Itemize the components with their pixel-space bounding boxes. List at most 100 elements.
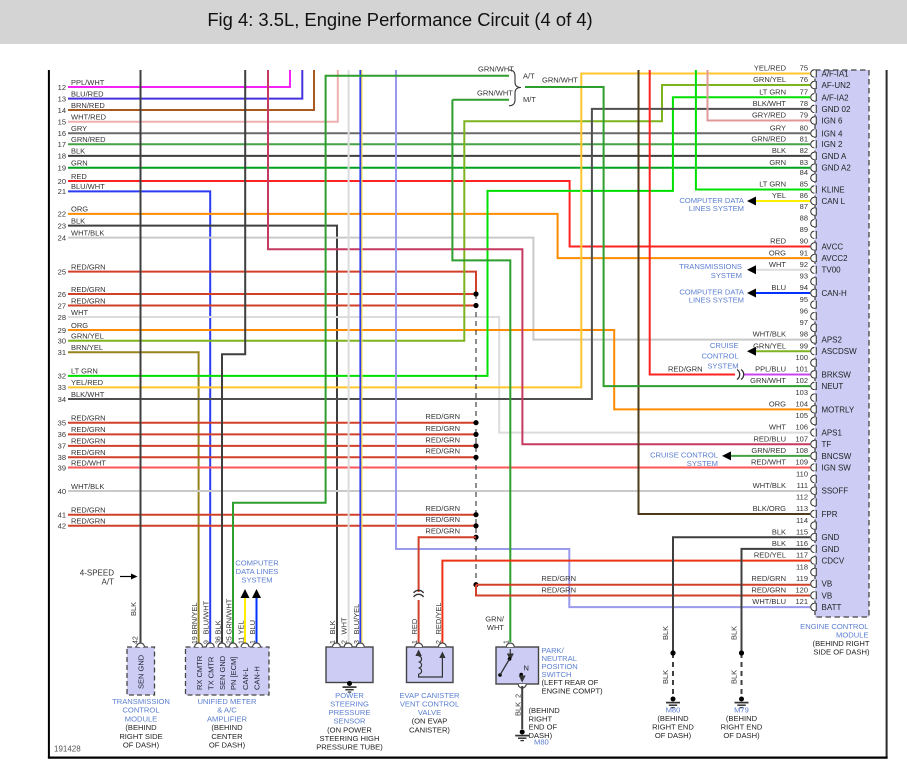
svg-text:4-SPEED: 4-SPEED xyxy=(80,569,114,578)
svg-text:115: 115 xyxy=(796,527,808,536)
svg-text:CRUISE CONTROL: CRUISE CONTROL xyxy=(650,450,718,459)
svg-text:BLK: BLK xyxy=(71,147,85,156)
svg-text:109: 109 xyxy=(795,458,808,467)
svg-text:A/F-IA2: A/F-IA2 xyxy=(822,93,850,102)
svg-text:END OF: END OF xyxy=(529,723,558,732)
svg-text:95: 95 xyxy=(800,295,808,304)
svg-text:GRN/RED: GRN/RED xyxy=(751,134,786,143)
svg-text:MODULE: MODULE xyxy=(125,714,158,723)
svg-text:GRN/YEL: GRN/YEL xyxy=(753,75,786,84)
svg-text:76: 76 xyxy=(800,75,808,84)
svg-text:119: 119 xyxy=(796,574,808,583)
svg-text:BLK: BLK xyxy=(661,670,670,684)
svg-text:WHT/BLK: WHT/BLK xyxy=(753,481,786,490)
svg-text:3: 3 xyxy=(354,640,361,644)
svg-text:108: 108 xyxy=(795,446,808,455)
svg-text:SWITCH: SWITCH xyxy=(542,670,572,679)
svg-text:BLU/YEL: BLU/YEL xyxy=(352,604,361,635)
svg-text:APS1: APS1 xyxy=(822,429,843,438)
svg-text:78: 78 xyxy=(800,99,808,108)
svg-text:COMPUTER DATA: COMPUTER DATA xyxy=(679,196,745,205)
svg-text:25: 25 xyxy=(227,636,234,644)
svg-text:TF: TF xyxy=(822,440,832,449)
svg-text:CANISTER): CANISTER) xyxy=(409,725,450,734)
svg-text:RIGHT SIDE: RIGHT SIDE xyxy=(119,732,162,741)
svg-text:WHT: WHT xyxy=(71,308,88,317)
svg-text:KLINE: KLINE xyxy=(822,186,845,195)
svg-text:RED: RED xyxy=(71,172,87,181)
svg-text:111: 111 xyxy=(797,481,808,490)
svg-text:12: 12 xyxy=(58,83,66,92)
svg-text:CAN-H: CAN-H xyxy=(253,666,262,690)
svg-text:191428: 191428 xyxy=(54,745,81,754)
svg-text:BLK: BLK xyxy=(214,620,223,634)
svg-text:PRESSURE TUBE): PRESSURE TUBE) xyxy=(316,743,383,752)
svg-text:(LEFT REAR OF: (LEFT REAR OF xyxy=(542,678,599,687)
svg-text:BLU/WHT: BLU/WHT xyxy=(202,600,211,634)
svg-text:RED/GRN: RED/GRN xyxy=(425,527,460,536)
svg-text:110: 110 xyxy=(796,469,808,478)
svg-text:BLK: BLK xyxy=(772,146,786,155)
svg-text:EVAP CANISTER: EVAP CANISTER xyxy=(399,691,460,700)
svg-text:102: 102 xyxy=(795,376,808,385)
svg-text:(BEHIND: (BEHIND xyxy=(211,723,243,732)
svg-text:WHT/BLK: WHT/BLK xyxy=(753,330,786,339)
svg-text:RED/GRN: RED/GRN xyxy=(71,296,106,305)
svg-text:101: 101 xyxy=(795,365,808,374)
svg-text:OF DASH): OF DASH) xyxy=(655,731,692,740)
svg-text:RED/GRN: RED/GRN xyxy=(751,574,786,583)
svg-text:30: 30 xyxy=(58,337,66,346)
svg-text:BLK: BLK xyxy=(772,527,786,536)
svg-text:112: 112 xyxy=(796,493,808,502)
svg-text:VALVE: VALVE xyxy=(418,708,441,717)
svg-text:93: 93 xyxy=(800,272,808,281)
svg-text:36: 36 xyxy=(58,430,66,439)
svg-text:(BEHIND: (BEHIND xyxy=(125,723,157,732)
svg-text:CAN L: CAN L xyxy=(822,197,846,206)
svg-text:ORG: ORG xyxy=(71,321,88,330)
svg-text:86: 86 xyxy=(800,191,808,200)
svg-text:TRANSMISSION: TRANSMISSION xyxy=(112,697,170,706)
svg-text:113: 113 xyxy=(796,504,808,513)
svg-text:17: 17 xyxy=(58,140,66,149)
svg-text:RED/WHT: RED/WHT xyxy=(751,458,786,467)
svg-text:SEN GND: SEN GND xyxy=(137,654,146,689)
svg-text:NEUTRAL: NEUTRAL xyxy=(542,654,577,663)
svg-text:9: 9 xyxy=(204,640,211,644)
svg-text:UNIFIED METER: UNIFIED METER xyxy=(197,697,257,706)
svg-text:BRKSW: BRKSW xyxy=(822,370,852,379)
svg-text:BRN/YEL: BRN/YEL xyxy=(190,602,199,634)
svg-text:117: 117 xyxy=(796,551,808,560)
svg-text:RED/GRN: RED/GRN xyxy=(71,437,106,446)
svg-text:STEERING HIGH: STEERING HIGH xyxy=(320,734,380,743)
svg-text:100: 100 xyxy=(795,353,808,362)
svg-text:31: 31 xyxy=(58,348,66,357)
svg-text:IGN 2: IGN 2 xyxy=(822,140,843,149)
svg-text:118: 118 xyxy=(796,562,808,571)
svg-text:SYSTEM: SYSTEM xyxy=(707,362,738,371)
svg-text:VB: VB xyxy=(822,591,833,600)
svg-text:GRN/WHT: GRN/WHT xyxy=(542,76,578,85)
svg-text:WHT: WHT xyxy=(340,617,349,634)
svg-text:A/T: A/T xyxy=(523,72,535,81)
svg-text:41: 41 xyxy=(58,511,66,520)
svg-text:89: 89 xyxy=(800,225,808,234)
svg-text:2: 2 xyxy=(342,640,349,644)
svg-text:POWER: POWER xyxy=(335,691,364,700)
svg-text:2: 2 xyxy=(516,694,523,698)
svg-text:WHT: WHT xyxy=(769,260,786,269)
svg-text:NEUT: NEUT xyxy=(822,382,844,391)
svg-text:GRN: GRN xyxy=(71,159,88,168)
svg-text:STEERING: STEERING xyxy=(330,700,369,709)
svg-text:ORG: ORG xyxy=(769,399,786,408)
svg-text:APS2: APS2 xyxy=(822,335,843,344)
svg-text:CDCV: CDCV xyxy=(822,556,845,565)
svg-text:GRY: GRY xyxy=(770,124,786,133)
svg-text:35: 35 xyxy=(58,419,66,428)
svg-text:A/F-IA1: A/F-IA1 xyxy=(822,70,850,79)
svg-text:GND A2: GND A2 xyxy=(822,164,852,173)
svg-text:GND: GND xyxy=(822,545,840,554)
svg-text:BLU: BLU xyxy=(248,620,257,635)
svg-text:GRN/WHT: GRN/WHT xyxy=(750,376,786,385)
svg-text:PRESSURE: PRESSURE xyxy=(329,708,371,717)
